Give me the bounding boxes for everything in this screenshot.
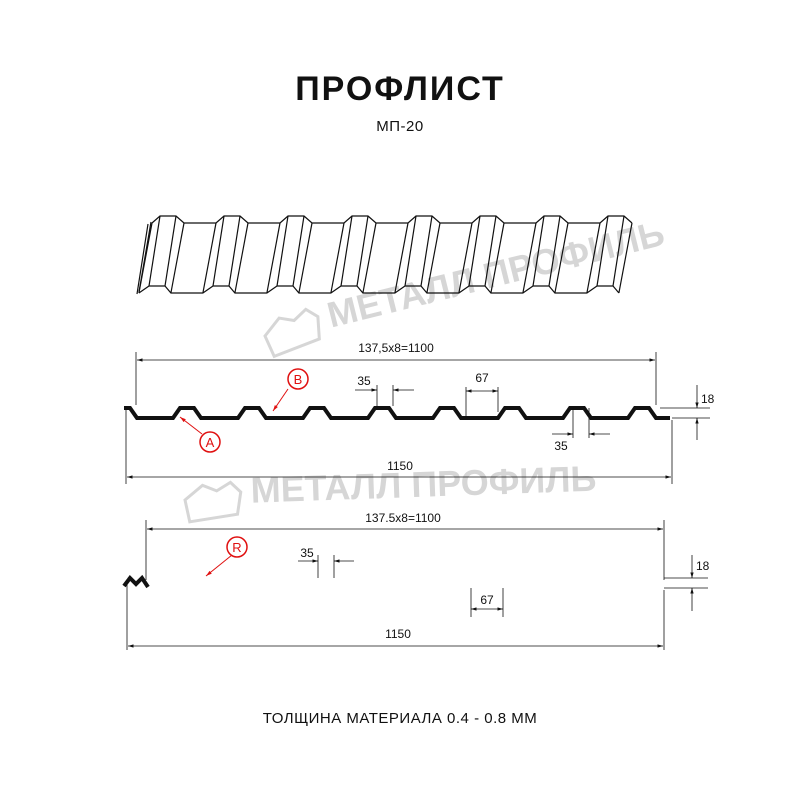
height-label-a: 18 (701, 392, 715, 406)
page-title: ПРОФЛИСТ (295, 70, 505, 108)
sheet-fold-line (170, 222, 185, 294)
total-width-label-a: 1150 (387, 459, 413, 473)
sheet-fold-line (548, 215, 561, 287)
material-thickness-note: ТОЛЩИНА МАТЕРИАЛА 0.4 - 0.8 ММ (262, 710, 538, 727)
sheet-fold-line (522, 222, 537, 294)
sheet-left-edge (136, 221, 152, 295)
sheet-fold-line (554, 222, 569, 294)
sheet-fold-line (276, 215, 289, 287)
bottom-crest-width-label-a: 35 (554, 439, 568, 453)
sheet-fold-line (618, 222, 633, 294)
crest-width-label-r: 35 (300, 546, 314, 560)
valley-width-label-r: 67 (480, 593, 494, 607)
sheet-fold-line (490, 222, 505, 294)
sheet-fold-line (340, 215, 353, 287)
watermark-1: МЕТАЛЛ ПРОФИЛЬ (263, 212, 668, 359)
sheet-fold-line (458, 222, 473, 294)
sheet-fold-line (532, 215, 545, 287)
callout-a (199, 431, 221, 453)
sheet-fold-line (164, 215, 177, 287)
sheet-fold-line (356, 215, 369, 287)
height-label-r: 18 (696, 559, 710, 573)
sheet-fold-line (228, 215, 241, 287)
crest-width-label-a: 35 (357, 374, 371, 388)
sheet-fold-line (212, 215, 225, 287)
profile-a-line (124, 406, 670, 420)
pitch-label-a: 137,5x8=1100 (358, 341, 434, 355)
sheet-fold-line (298, 222, 313, 294)
sheet-fold-line (234, 222, 249, 294)
sheet-fold-line (586, 222, 601, 294)
sheet-top-edge (151, 215, 633, 224)
pitch-label-r: 137.5x8=1100 (365, 511, 441, 525)
sheet-3d-view (136, 215, 633, 295)
callout-a-label: A (206, 435, 215, 450)
sheet-fold-line (202, 222, 217, 294)
profile-r: 137.5x8=1100 35 67 18 1150 R (122, 511, 710, 650)
svg-text:МЕТАЛЛ ПРОФИЛЬ: МЕТАЛЛ ПРОФИЛЬ (250, 458, 597, 511)
callout-r (226, 536, 248, 558)
sheet-bottom-edge (138, 285, 620, 294)
callout-r-label: R (232, 540, 241, 555)
sheet-fold-line (404, 215, 417, 287)
profile-r-line (122, 574, 150, 589)
sheet-fold-line (468, 215, 481, 287)
callout-b (287, 368, 309, 390)
sheet-fold-line (394, 222, 409, 294)
valley-width-label-a: 67 (475, 371, 489, 385)
sheet-fold-line (596, 215, 609, 287)
profile-a: 137,5x8=1100 35 67 35 18 1150 B A (124, 341, 715, 484)
sheet-fold-line (330, 222, 345, 294)
sheet-fold-line (148, 215, 161, 287)
sheet-fold-line (420, 215, 433, 287)
model-subtitle: МП-20 (376, 118, 424, 135)
callout-b-label: B (294, 372, 303, 387)
total-width-label-r: 1150 (385, 627, 411, 641)
sheet-fold-line (266, 222, 281, 294)
sheet-fold-line (426, 222, 441, 294)
sheet-fold-line (292, 215, 305, 287)
sheet-fold-line (484, 215, 497, 287)
sheet-fold-line (362, 222, 377, 294)
sheet-fold-line (612, 215, 625, 287)
